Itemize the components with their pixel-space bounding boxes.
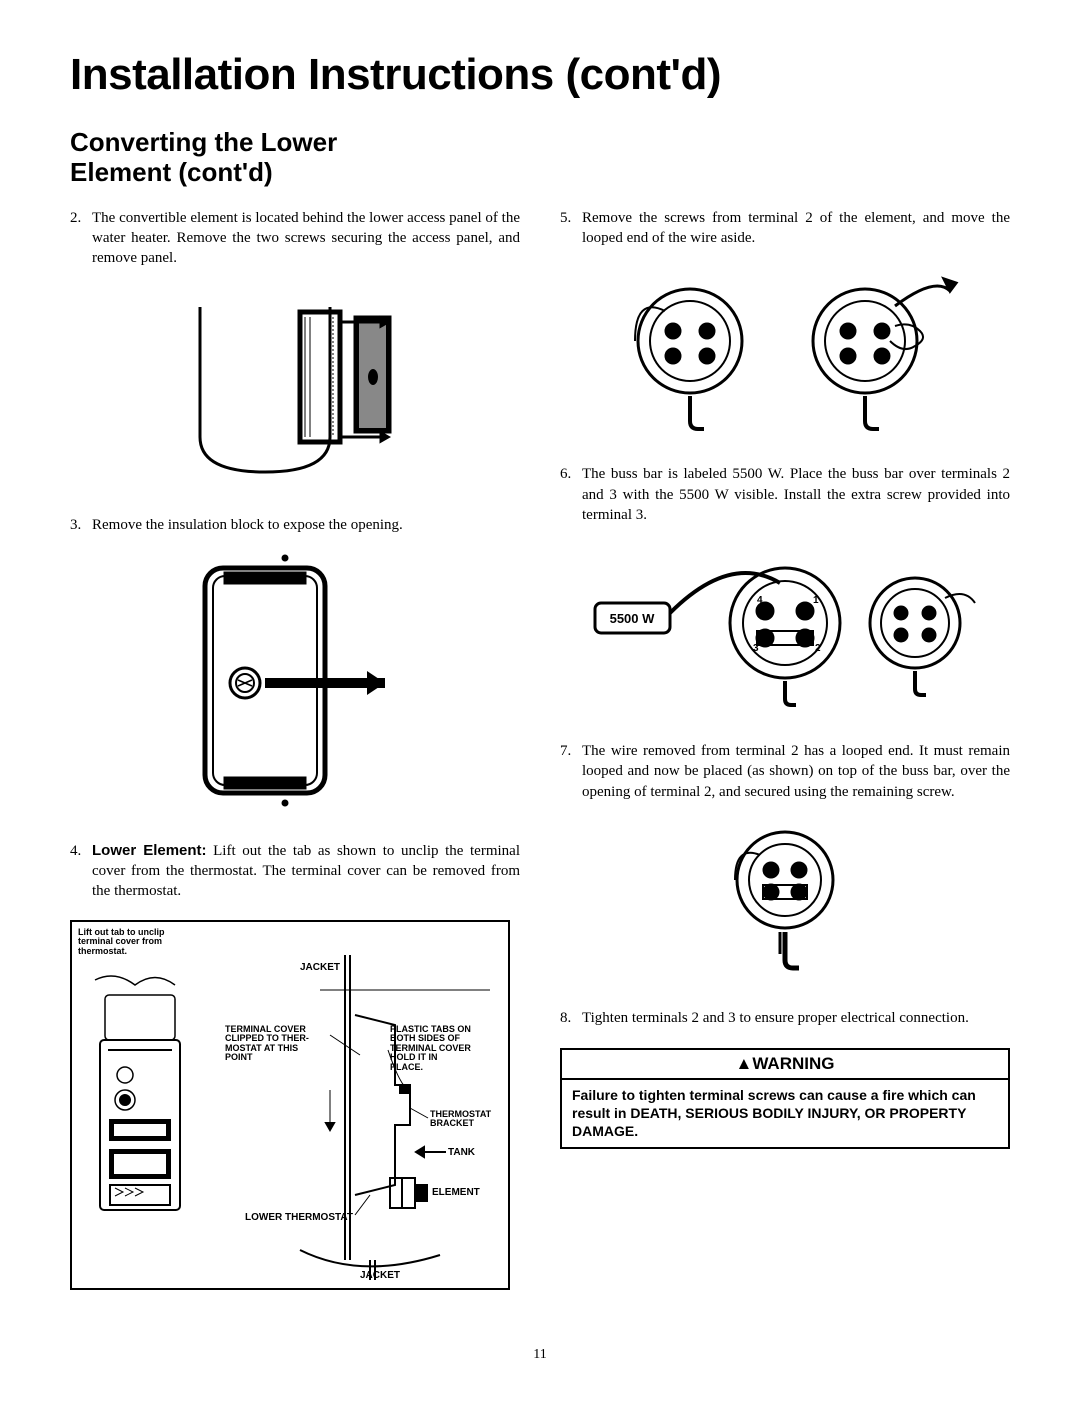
step-7: 7. The wire removed from terminal 2 has … bbox=[560, 741, 1010, 802]
right-column: 5. Remove the screws from terminal 2 of … bbox=[560, 208, 1010, 1318]
step-2: 2. The convertible element is located be… bbox=[70, 208, 520, 269]
step7-svg bbox=[705, 820, 865, 980]
access-panel-svg bbox=[170, 287, 420, 487]
step-2-text: The convertible element is located behin… bbox=[92, 208, 520, 269]
step-3: 3. Remove the insulation block to expose… bbox=[70, 515, 520, 535]
svg-text:4: 4 bbox=[757, 595, 763, 606]
step-8-text: Tighten terminals 2 and 3 to ensure prop… bbox=[582, 1008, 1010, 1028]
section-line2: Element (cont'd) bbox=[70, 157, 273, 187]
warning-header-text: WARNING bbox=[752, 1054, 834, 1073]
step-4-lead: Lower Element: bbox=[92, 842, 207, 859]
step-5: 5. Remove the screws from terminal 2 of … bbox=[560, 208, 1010, 249]
svg-text:1: 1 bbox=[813, 595, 819, 606]
figure-access-panel bbox=[70, 287, 520, 487]
insulation-block-svg bbox=[185, 553, 405, 813]
step-3-num: 3. bbox=[70, 515, 92, 535]
figure-lower-thermostat: Lift out tab to unclipterminal cover fro… bbox=[70, 920, 520, 1290]
step-5-text: Remove the screws from terminal 2 of the… bbox=[582, 208, 1010, 249]
step-2-num: 2. bbox=[70, 208, 92, 269]
figure-step7 bbox=[560, 820, 1010, 980]
step-3-text: Remove the insulation block to expose th… bbox=[92, 515, 520, 535]
page-number: 11 bbox=[533, 1347, 546, 1363]
lbl-plastic-tabs: PLASTIC TABS ONBOTH SIDES OFTERMINAL COV… bbox=[390, 1025, 500, 1072]
lbl-thermostat-bracket: THERMOSTATBRACKET bbox=[430, 1110, 510, 1129]
step5-svg bbox=[595, 266, 975, 436]
lbl-jacket-bottom: JACKET bbox=[360, 1270, 400, 1281]
warning-box: ▲WARNING Failure to tighten terminal scr… bbox=[560, 1048, 1010, 1149]
step-5-num: 5. bbox=[560, 208, 582, 249]
warning-triangle-icon: ▲ bbox=[736, 1054, 753, 1073]
step-8: 8. Tighten terminals 2 and 3 to ensure p… bbox=[560, 1008, 1010, 1028]
warning-header: ▲WARNING bbox=[562, 1050, 1008, 1080]
step-6-num: 6. bbox=[560, 464, 582, 525]
warning-body: Failure to tighten terminal screws can c… bbox=[562, 1080, 1008, 1147]
lbl-terminal-cover: TERMINAL COVERCLIPPED TO THER-MOSTAT AT … bbox=[225, 1025, 335, 1063]
svg-text:2: 2 bbox=[815, 643, 821, 654]
step6-svg: 5500 W 4 1 3 2 bbox=[585, 543, 985, 713]
step-4: 4. Lower Element: Lift out the tab as sh… bbox=[70, 841, 520, 902]
page-title: Installation Instructions (cont'd) bbox=[70, 50, 1010, 100]
lower-thermostat-svg: Lift out tab to unclipterminal cover fro… bbox=[70, 920, 510, 1290]
page: Installation Instructions (cont'd) Conve… bbox=[0, 0, 1080, 1403]
step-8-num: 8. bbox=[560, 1008, 582, 1028]
step-7-num: 7. bbox=[560, 741, 582, 802]
left-column: 2. The convertible element is located be… bbox=[70, 208, 520, 1318]
step-4-text: Lower Element: Lift out the tab as shown… bbox=[92, 841, 520, 902]
step-7-text: The wire removed from terminal 2 has a l… bbox=[582, 741, 1010, 802]
lbl-tank: TANK bbox=[448, 1147, 476, 1158]
lbl-jacket-top: JACKET bbox=[300, 962, 340, 973]
section-title: Converting the Lower Element (cont'd) bbox=[70, 128, 1010, 188]
lbl-lower-thermostat: LOWER THERMOSTAT bbox=[245, 1212, 353, 1223]
lbl-lift-tab: Lift out tab to unclipterminal cover fro… bbox=[78, 928, 208, 956]
two-column-layout: 2. The convertible element is located be… bbox=[70, 208, 1010, 1318]
figure-step6: 5500 W 4 1 3 2 bbox=[560, 543, 1010, 713]
bussbar-label: 5500 W bbox=[610, 611, 656, 626]
step-6-text: The buss bar is labeled 5500 W. Place th… bbox=[582, 464, 1010, 525]
figure-insulation-block bbox=[70, 553, 520, 813]
figure-step5 bbox=[560, 266, 1010, 436]
lbl-element: ELEMENT bbox=[432, 1187, 480, 1198]
step-4-num: 4. bbox=[70, 841, 92, 902]
section-line1: Converting the Lower bbox=[70, 127, 337, 157]
step-6: 6. The buss bar is labeled 5500 W. Place… bbox=[560, 464, 1010, 525]
